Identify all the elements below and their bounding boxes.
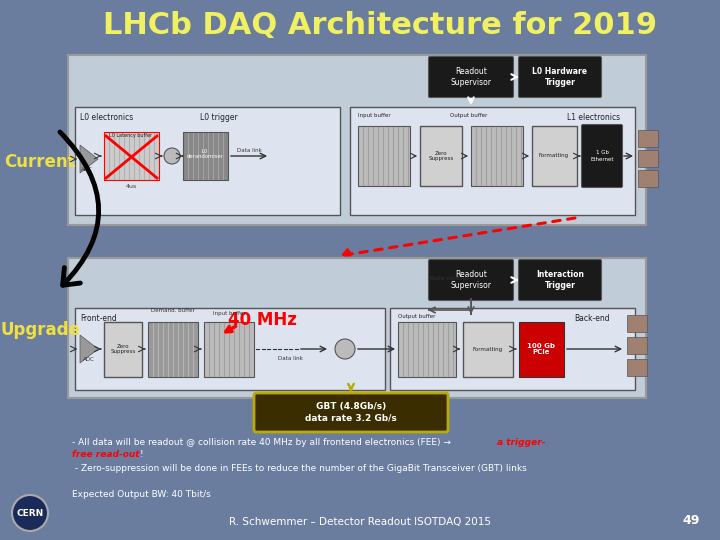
- Text: Expected Output BW: 40 Tbit/s: Expected Output BW: 40 Tbit/s: [72, 490, 211, 499]
- Bar: [358, 126, 410, 186]
- Text: Formatting: Formatting: [539, 153, 569, 159]
- Polygon shape: [80, 335, 98, 363]
- Text: Readout
Supervisor: Readout Supervisor: [451, 270, 492, 290]
- Bar: [519, 322, 564, 377]
- Text: L0 Latency buffer: L0 Latency buffer: [109, 133, 153, 138]
- Circle shape: [335, 339, 355, 359]
- Bar: [148, 322, 198, 377]
- FancyBboxPatch shape: [428, 57, 513, 98]
- Bar: [627, 315, 647, 332]
- Bar: [627, 359, 647, 376]
- Bar: [104, 322, 142, 377]
- Bar: [350, 107, 635, 215]
- Text: !: !: [140, 450, 143, 459]
- Bar: [638, 170, 658, 187]
- Bar: [390, 308, 635, 390]
- Text: - Zero-suppression will be done in FEEs to reduce the number of the GigaBit Tran: - Zero-suppression will be done in FEEs …: [72, 464, 527, 473]
- Text: L1 electronics: L1 electronics: [567, 113, 620, 122]
- Bar: [204, 322, 254, 377]
- Text: 40 MHz: 40 MHz: [228, 311, 297, 329]
- FancyBboxPatch shape: [254, 393, 448, 432]
- FancyBboxPatch shape: [518, 57, 601, 98]
- Text: Input buffer: Input buffer: [212, 312, 246, 316]
- Text: Front-end: Front-end: [80, 314, 117, 323]
- Bar: [75, 107, 340, 215]
- Text: 4us: 4us: [125, 184, 137, 189]
- Circle shape: [164, 148, 180, 164]
- Bar: [471, 126, 523, 186]
- FancyBboxPatch shape: [582, 125, 623, 187]
- FancyBboxPatch shape: [428, 260, 513, 300]
- Text: Interaction
Trigger: Interaction Trigger: [536, 270, 584, 290]
- Text: 100 Gb
PCIe: 100 Gb PCIe: [527, 342, 555, 355]
- Text: CERN: CERN: [17, 509, 44, 517]
- Text: - All data will be readout @ collision rate 40 MHz by all frontend electronics (: - All data will be readout @ collision r…: [72, 438, 454, 447]
- Text: ADC: ADC: [83, 357, 95, 362]
- Text: Data link: Data link: [237, 147, 261, 152]
- Text: Demand. buffer: Demand. buffer: [151, 307, 195, 313]
- Text: 49: 49: [683, 514, 700, 527]
- Text: free read-out: free read-out: [72, 450, 140, 459]
- Bar: [638, 150, 658, 167]
- Text: Data link: Data link: [278, 355, 302, 361]
- Text: Upgrade: Upgrade: [0, 321, 80, 339]
- Bar: [627, 337, 647, 354]
- Bar: [398, 322, 456, 377]
- Bar: [68, 258, 646, 398]
- Bar: [532, 126, 577, 186]
- Text: 1 Gb
Ethernet: 1 Gb Ethernet: [590, 151, 613, 161]
- Bar: [183, 132, 228, 180]
- Text: a trigger-: a trigger-: [497, 438, 546, 447]
- Bar: [104, 132, 159, 180]
- Bar: [68, 55, 646, 225]
- Bar: [638, 130, 658, 147]
- Text: GBT (4.8Gb/s)
data rate 3.2 Gb/s: GBT (4.8Gb/s) data rate 3.2 Gb/s: [305, 402, 397, 422]
- Text: Rate control: Rate control: [430, 275, 469, 280]
- Text: ADC: ADC: [81, 167, 93, 172]
- Text: L0 electronics: L0 electronics: [80, 113, 133, 122]
- Text: Readout
Supervisor: Readout Supervisor: [451, 67, 492, 87]
- Bar: [463, 322, 513, 377]
- Text: Formatting: Formatting: [473, 347, 503, 352]
- Text: LHCb DAQ Architecture for 2019: LHCb DAQ Architecture for 2019: [103, 10, 657, 39]
- Text: Input buffer: Input buffer: [358, 113, 391, 118]
- Text: L0
derandomiser: L0 derandomiser: [186, 148, 223, 159]
- Text: Zero
Suppress: Zero Suppress: [428, 151, 454, 161]
- Text: Output buffer: Output buffer: [450, 113, 487, 118]
- Circle shape: [12, 495, 48, 531]
- Polygon shape: [80, 145, 98, 173]
- Text: Zero
Suppress: Zero Suppress: [110, 343, 135, 354]
- Bar: [75, 308, 385, 390]
- Bar: [420, 126, 462, 186]
- Text: Current: Current: [4, 153, 76, 171]
- FancyBboxPatch shape: [518, 260, 601, 300]
- FancyArrowPatch shape: [60, 132, 99, 285]
- Text: Output buffer: Output buffer: [398, 314, 436, 319]
- Text: L0 Hardware
Trigger: L0 Hardware Trigger: [533, 67, 588, 87]
- Text: L0 trigger: L0 trigger: [200, 113, 238, 122]
- Text: Back-end: Back-end: [575, 314, 610, 323]
- Text: R. Schwemmer – Detector Readout ISOTDAQ 2015: R. Schwemmer – Detector Readout ISOTDAQ …: [229, 517, 491, 527]
